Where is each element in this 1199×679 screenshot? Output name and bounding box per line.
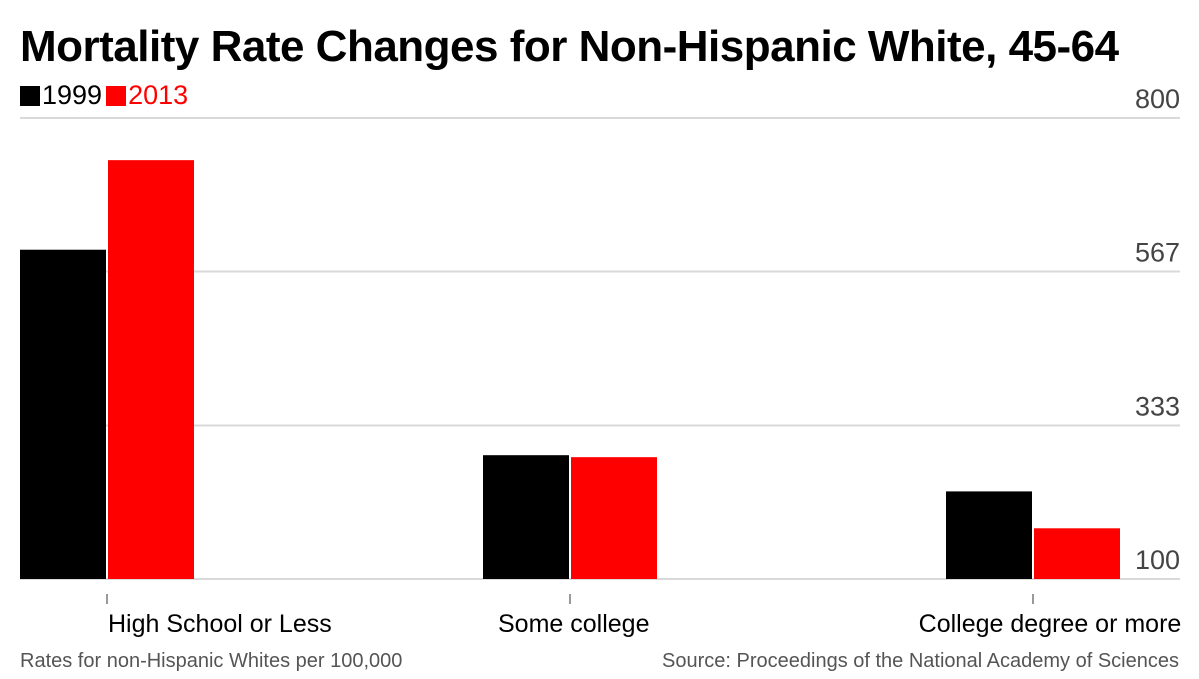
legend-swatch-2013 [106, 85, 127, 106]
legend-item-2013: 2013 [106, 80, 188, 111]
x-category-label: High School or Less [108, 610, 332, 638]
y-tick-label: 800 [1135, 84, 1180, 114]
footnote: Rates for non-Hispanic Whites per 100,00… [20, 650, 403, 672]
x-category-label: Some college [498, 610, 649, 638]
bar-1999-2 [946, 491, 1032, 579]
bar-1999-0 [20, 249, 106, 579]
bar-2013-2 [1034, 528, 1120, 579]
source-note: Source: Proceedings of the National Acad… [662, 650, 1179, 672]
legend-swatch-1999 [20, 85, 40, 106]
legend-label-2013: 2013 [128, 80, 189, 110]
y-tick-label: 333 [1135, 392, 1180, 422]
legend-label-1999: 1999 [42, 80, 103, 110]
legend: 1999 2013 [20, 80, 192, 111]
bar-1999-1 [483, 455, 569, 579]
chart-title: Mortality Rate Changes for Non-Hispanic … [20, 22, 1119, 71]
y-tick-label: 100 [1135, 545, 1180, 575]
bar-2013-0 [108, 160, 194, 580]
legend-item-1999: 1999 [20, 80, 102, 111]
y-tick-label: 567 [1135, 237, 1180, 267]
bar-2013-1 [571, 457, 657, 579]
x-category-label: College degree or more [919, 610, 1182, 638]
